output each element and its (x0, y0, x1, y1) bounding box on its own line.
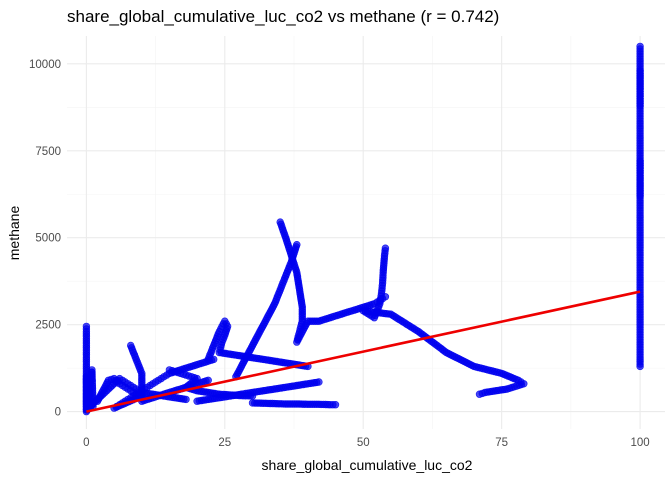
x-tick-label: 0 (83, 437, 89, 449)
data-point (315, 378, 323, 386)
y-tick-label: 2500 (35, 320, 61, 332)
data-points (82, 42, 644, 416)
x-axis-title: share_global_cumulative_luc_co2 (262, 457, 473, 473)
data-point (293, 241, 301, 249)
trend-line-layer (86, 290, 641, 413)
data-point (331, 401, 340, 409)
data-point (204, 376, 212, 384)
y-tick-label: 5000 (35, 233, 61, 245)
grid (67, 36, 665, 429)
x-tick-label: 100 (630, 437, 649, 449)
data-point (636, 101, 644, 110)
y-tick-label: 10000 (29, 59, 61, 71)
data-point (636, 192, 644, 200)
data-point (182, 395, 190, 404)
x-tick-label: 50 (357, 437, 370, 449)
x-tick-label: 25 (218, 437, 231, 449)
y-axis-title: methane (6, 206, 22, 261)
data-point (636, 362, 644, 371)
trend-line (86, 290, 641, 413)
y-tick-label: 0 (55, 407, 61, 419)
data-point (475, 390, 484, 398)
tick-labels: 0 25 50 75 100 0 2500 5000 7500 10000 (29, 59, 650, 449)
chart-title: share_global_cumulative_luc_co2 vs metha… (67, 7, 499, 26)
x-tick-label: 75 (495, 437, 508, 449)
y-tick-label: 7500 (35, 146, 61, 158)
